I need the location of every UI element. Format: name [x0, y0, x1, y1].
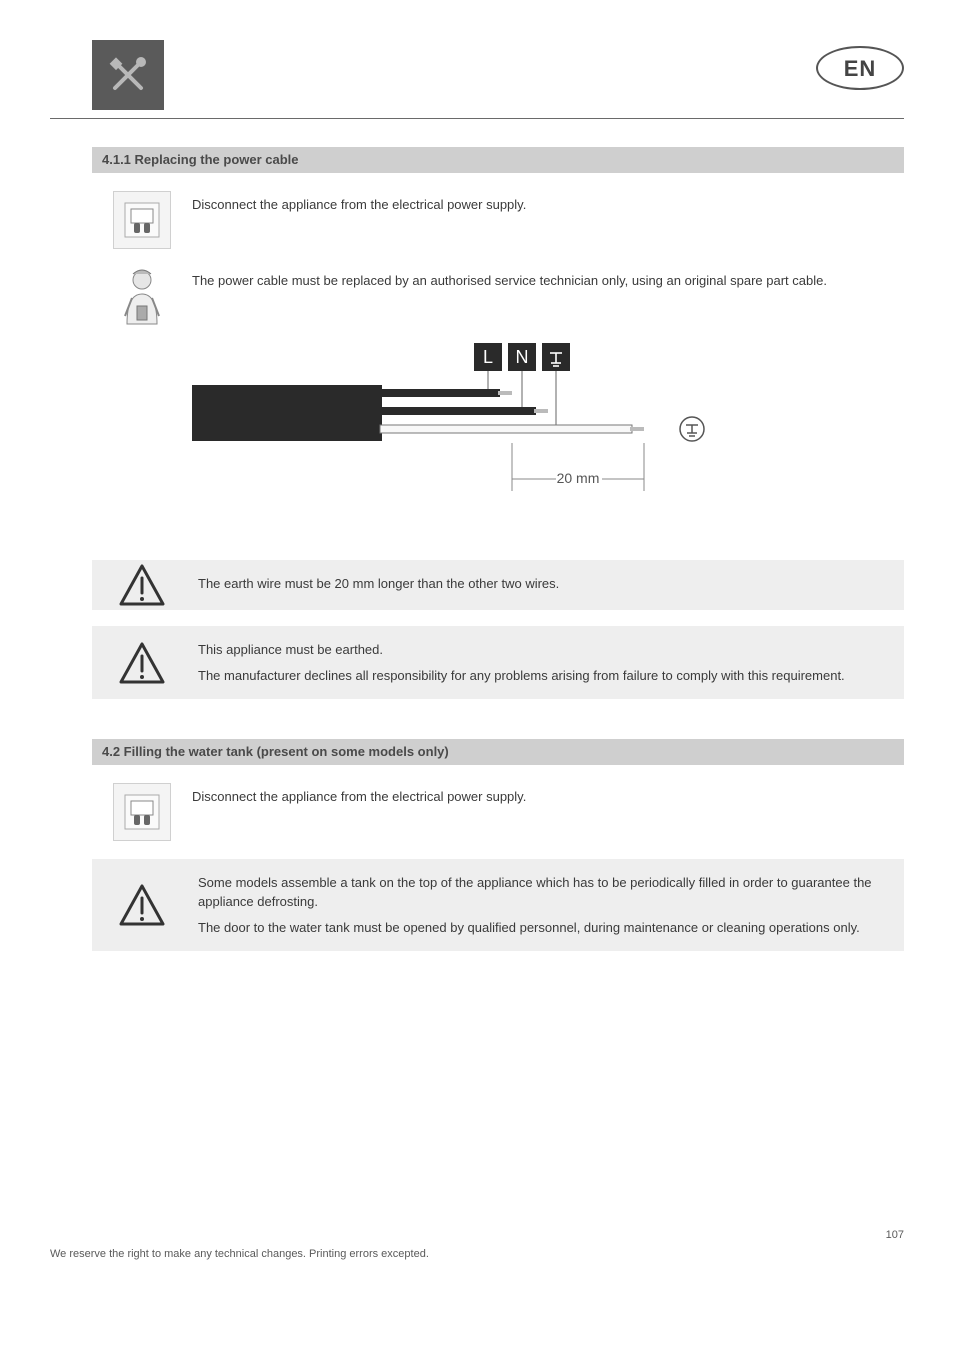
step-text: Disconnect the appliance from the electr…: [192, 191, 904, 215]
warning-text: This appliance must be earthed. The manu…: [192, 626, 904, 699]
warning-text: The earth wire must be 20 mm longer than…: [192, 560, 904, 610]
footer-disclaimer: We reserve the right to make any technic…: [50, 1246, 904, 1263]
label-L: L: [483, 347, 493, 367]
label-N: N: [516, 347, 529, 367]
warning-text: Some models assemble a tank on the top o…: [192, 859, 904, 952]
section-title: 4.1.1 Replacing the power cable: [92, 147, 904, 173]
step-text: Disconnect the appliance from the electr…: [192, 783, 904, 807]
warning-icon: [92, 626, 192, 699]
page-number: 107: [50, 1227, 904, 1244]
measure-label: 20 mm: [557, 470, 600, 486]
circuit-breaker-icon: [113, 191, 171, 249]
tools-icon: [92, 40, 164, 110]
warning-icon: [92, 560, 192, 610]
step-text: The power cable must be replaced by an a…: [192, 267, 904, 291]
technician-icon: [113, 267, 171, 325]
cable-diagram: L N: [192, 343, 752, 539]
section-title: 4.2 Filling the water tank (present on s…: [92, 739, 904, 765]
warning-icon: [92, 859, 192, 952]
language-badge: EN: [816, 46, 904, 90]
circuit-breaker-icon: [113, 783, 171, 841]
